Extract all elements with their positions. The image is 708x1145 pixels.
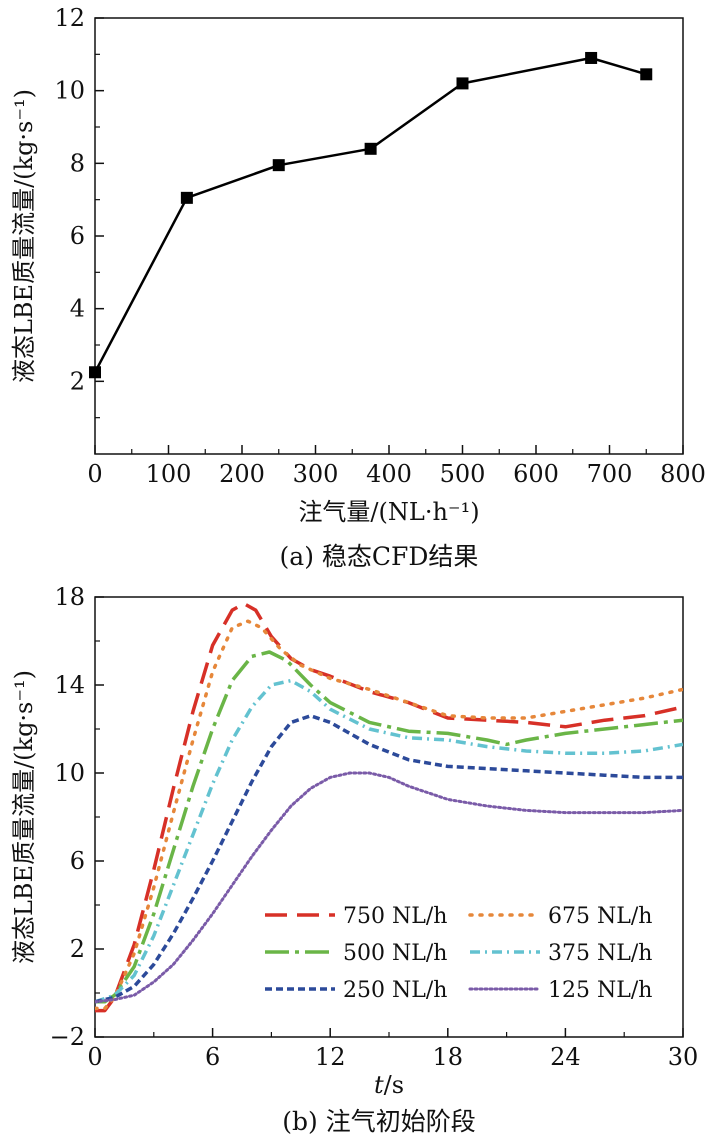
data-point [456,77,469,90]
x-axis-label-unit: /s [384,1071,404,1099]
data-point [180,191,193,204]
x-tick-label: 400 [366,460,412,488]
data-point [272,159,285,172]
x-tick-label: 30 [668,1043,699,1071]
x-tick-label: 700 [587,460,633,488]
legend-label: 500 NL/h [343,941,447,966]
legend-label: 125 NL/h [548,978,652,1003]
series-line-500-nl-h [95,650,683,1004]
y-tick-label: −2 [50,1023,85,1051]
y-tick-label: 10 [54,77,85,105]
y-tick-label: 12 [54,4,85,32]
series-line-125-nl-h [95,771,683,1004]
x-tick-label: 24 [550,1043,581,1071]
chart-steady-cfd: 0 100 200 300 400 500 600 700 800 2 4 6 8 10 12 液态LBE质量… [10,4,706,571]
figure-caption: (a) 稳态CFD结果 [280,542,479,571]
x-tick-label: 0 [87,460,102,488]
x-tick-label: 0 [87,1043,102,1071]
y-tick-label: 6 [70,222,85,250]
figure-caption: (b) 注气初始阶段 [282,1107,475,1136]
legend-label: 375 NL/h [548,941,652,966]
y-tick-label: 4 [70,295,85,323]
x-tick-label: 600 [513,460,559,488]
x-tick-label: 200 [219,460,265,488]
chart-initial-injection: 0 6 12 18 24 30 −2 2 6 10 14 18 液态LBE质量流量/(kg·s⁻¹) t/… [10,583,698,1136]
data-point [585,51,598,64]
series-line-steady [95,56,647,373]
y-tick-label: 8 [70,149,85,177]
x-tick-label: 12 [315,1043,346,1071]
series-line-250-nl-h [95,714,683,1004]
data-point [640,68,653,81]
y-tick-label: 2 [70,935,85,963]
x-axis-label: 注气量/(NL·h⁻¹) [298,498,479,526]
y-tick-label: 6 [70,847,85,875]
series-line-375-nl-h [95,678,683,1004]
y-tick-label: 18 [54,583,85,611]
x-tick-label: 100 [146,460,192,488]
x-axis-label-var: t [374,1071,384,1099]
data-point [364,142,377,155]
x-tick-label: 300 [293,460,339,488]
legend-label: 750 NL/h [343,904,447,929]
x-tick-label: 500 [440,460,486,488]
y-tick-label: 10 [54,759,85,787]
y-tick-label: 14 [54,671,85,699]
plot-frame [94,17,684,455]
legend-label: 250 NL/h [343,978,447,1003]
x-tick-label: 18 [433,1043,464,1071]
series-line-675-nl-h [95,619,683,1011]
data-point [89,366,101,379]
y-axis-label: 液态LBE质量流量/(kg·s⁻¹) [10,670,38,964]
y-axis-label: 液态LBE质量流量/(kg·s⁻¹) [10,89,38,383]
y-tick-label: 2 [70,367,85,395]
x-axis-label: t/s [374,1071,404,1099]
x-tick-label: 6 [205,1043,220,1071]
series-line-750-nl-h [95,601,683,1013]
x-tick-label: 800 [660,460,706,488]
legend-label: 675 NL/h [548,904,652,929]
